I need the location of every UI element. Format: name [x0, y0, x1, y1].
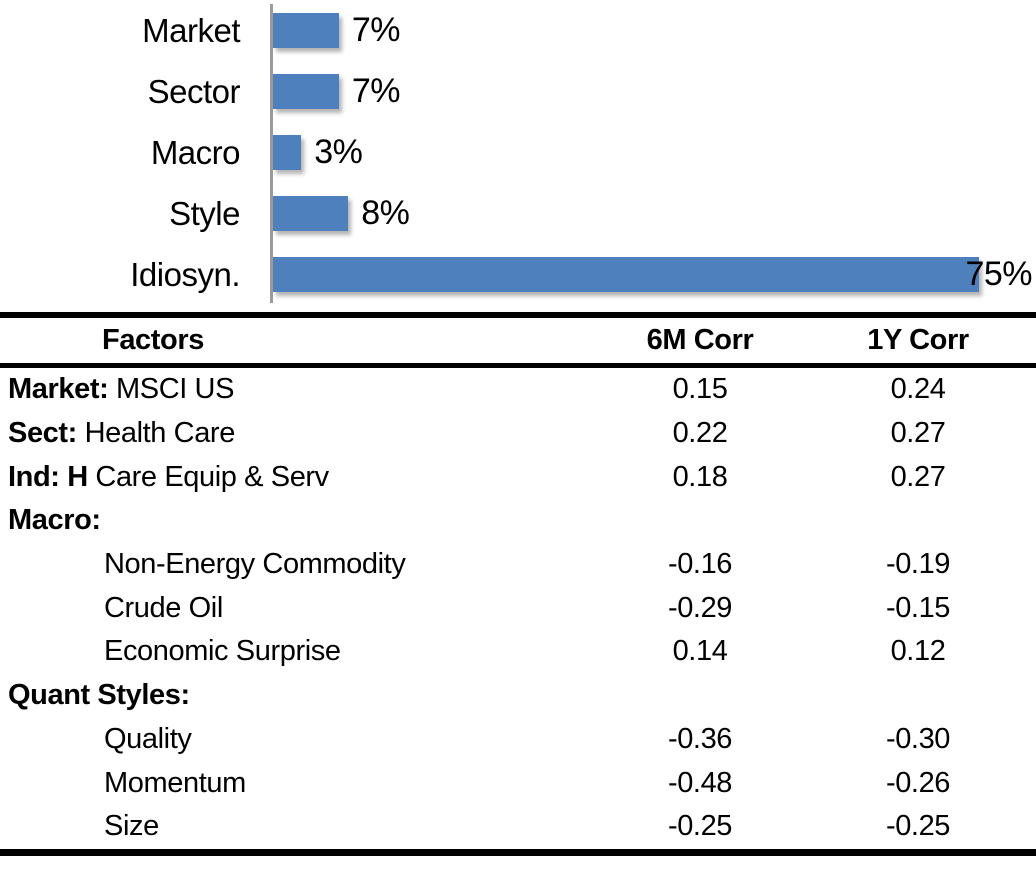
chart-plot-area: 7%: [273, 13, 1036, 48]
corr-6m-cell: 0.15: [672, 373, 728, 406]
factor-cell: Crude Oil: [0, 592, 560, 625]
chart-plot-area: 3%: [273, 135, 1036, 170]
chart-category-label: Idiosyn.: [130, 256, 240, 293]
chart-category-label: Sector: [147, 73, 241, 110]
factor-name-rest: Quality: [104, 722, 192, 755]
corr-6m-cell: 0.14: [672, 635, 728, 668]
corr-1y-cell: 0.27: [890, 417, 946, 450]
factor-cell: Size: [0, 810, 560, 843]
chart-value-label: 7%: [351, 72, 401, 110]
factor-name-bold: Macro:: [8, 504, 101, 537]
factor-cell: Sect: Health Care: [0, 417, 560, 450]
chart-bar: [273, 257, 979, 292]
corr-6m-cell: 0.18: [672, 460, 728, 493]
corr-1y-cell: 0.12: [890, 635, 946, 668]
column-header-6m-corr: 6M Corr: [646, 324, 754, 356]
factor-name-rest: MSCI US: [108, 373, 235, 406]
corr-1y-cell: 0.24: [890, 373, 946, 406]
column-header-factors: Factors: [102, 324, 204, 356]
chart-value-label: 8%: [361, 194, 410, 232]
factor-cell: Momentum: [0, 767, 560, 800]
factor-cell: Economic Surprise: [0, 635, 560, 668]
corr-6m-cell: -0.29: [667, 591, 733, 624]
factor-cell: Quality: [0, 723, 560, 756]
table-row: Crude Oil -0.29 -0.15: [0, 586, 1036, 630]
corr-6m-cell: -0.48: [667, 766, 733, 799]
corr-1y-cell: -0.25: [885, 810, 951, 843]
factor-name-rest: Size: [104, 810, 159, 843]
factor-name-rest: Non-Energy Commodity: [104, 548, 406, 581]
table-row: Momentum -0.48 -0.26: [0, 761, 1036, 805]
column-header-1y-corr: 1Y Corr: [867, 324, 969, 356]
table-row: Market: MSCI US 0.15 0.24: [0, 368, 1036, 412]
corr-6m-cell: -0.36: [667, 722, 733, 755]
factor-name-rest: Economic Surprise: [104, 635, 341, 668]
factor-name-bold: Ind: H: [8, 460, 88, 493]
chart-value-label: 75%: [965, 255, 1032, 293]
risk-decomposition-bar-chart: Market 7% Sector 7% Macro 3% Style 8% Id…: [0, 0, 1036, 312]
factor-name-rest: Care Equip & Serv: [87, 460, 329, 493]
chart-plot-area: 8%: [273, 196, 1036, 231]
factor-cell: Ind: H Care Equip & Serv: [0, 461, 560, 494]
chart-row: Idiosyn. 75%: [0, 244, 1036, 305]
corr-1y-cell: -0.19: [885, 548, 951, 581]
chart-category-label: Macro: [150, 134, 241, 171]
factor-cell: Quant Styles:: [0, 679, 560, 712]
chart-rows: Market 7% Sector 7% Macro 3% Style 8% Id…: [0, 0, 1036, 305]
corr-6m-cell: -0.25: [667, 810, 733, 843]
chart-row: Sector 7%: [0, 61, 1036, 122]
factor-cell: Macro:: [0, 504, 560, 537]
table-header-row: Factors 6M Corr 1Y Corr: [0, 318, 1036, 368]
chart-row: Market 7%: [0, 0, 1036, 61]
corr-1y-cell: -0.30: [885, 722, 951, 755]
table-row: Non-Energy Commodity -0.16 -0.19: [0, 543, 1036, 587]
chart-plot-area: 7%: [273, 74, 1036, 109]
factor-name-rest: Crude Oil: [104, 591, 223, 624]
chart-category-label: Market: [142, 12, 240, 49]
factor-name-bold: Quant Styles:: [8, 679, 190, 712]
chart-bar: [273, 196, 349, 231]
chart-row: Style 8%: [0, 183, 1036, 244]
table-body: Market: MSCI US 0.15 0.24 Sect: Health C…: [0, 368, 1036, 849]
table-row: Sect: Health Care 0.22 0.27: [0, 412, 1036, 456]
factor-name-bold: Sect:: [8, 417, 77, 450]
factor-correlation-table: Factors 6M Corr 1Y Corr Market: MSCI US …: [0, 312, 1036, 856]
chart-plot-area: 75%: [273, 257, 1036, 292]
factor-cell: Non-Energy Commodity: [0, 548, 560, 581]
corr-6m-cell: -0.16: [667, 548, 733, 581]
factor-name-bold: Market:: [8, 373, 109, 406]
chart-value-label: 3%: [314, 133, 363, 171]
table-row: Ind: H Care Equip & Serv 0.18 0.27: [0, 455, 1036, 499]
factor-cell: Market: MSCI US: [0, 373, 560, 406]
table-row: Economic Surprise 0.14 0.12: [0, 630, 1036, 674]
factor-name-rest: Momentum: [104, 766, 246, 799]
chart-y-axis-line: [270, 4, 273, 303]
table-row: Quality -0.36 -0.30: [0, 718, 1036, 762]
chart-value-label: 7%: [351, 11, 401, 49]
corr-1y-cell: -0.15: [885, 591, 951, 624]
chart-category-label: Style: [169, 195, 240, 232]
chart-bar: [273, 135, 302, 170]
chart-bar: [273, 74, 339, 109]
corr-1y-cell: 0.27: [890, 460, 946, 493]
table-row: Quant Styles:: [0, 674, 1036, 718]
chart-bar: [273, 13, 339, 48]
table-row: Size -0.25 -0.25: [0, 805, 1036, 849]
chart-row: Macro 3%: [0, 122, 1036, 183]
corr-1y-cell: -0.26: [885, 766, 951, 799]
factor-name-rest: Health Care: [76, 417, 236, 450]
table-row: Macro:: [0, 499, 1036, 543]
corr-6m-cell: 0.22: [672, 417, 728, 450]
